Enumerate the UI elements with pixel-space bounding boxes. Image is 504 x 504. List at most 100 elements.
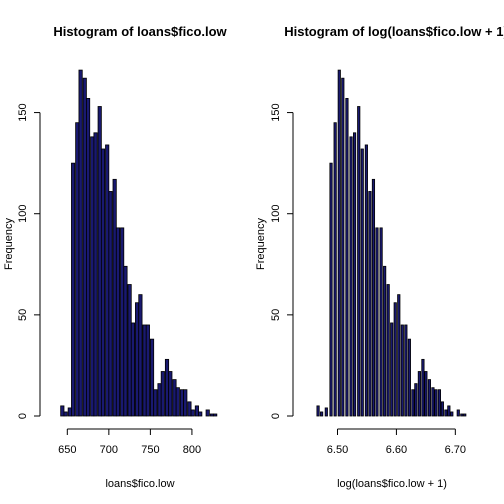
histogram-bar — [108, 191, 113, 417]
histogram-bar — [411, 389, 415, 417]
chart-title: Histogram of loans$fico.low — [53, 24, 227, 39]
histogram-bar — [86, 98, 91, 417]
bar-group — [60, 69, 218, 417]
histogram-bar — [149, 338, 155, 417]
histogram-bar — [444, 409, 448, 417]
histogram-bar — [333, 122, 337, 417]
histogram-bar — [130, 322, 135, 417]
histogram-bar — [450, 411, 454, 417]
histogram-bar — [213, 413, 218, 417]
histogram-bar — [431, 387, 435, 417]
histogram-bar — [120, 227, 125, 417]
histogram-panel-fico-low: Histogram of loans$fico.low loans$fico.l… — [3, 24, 228, 490]
histogram-bar — [400, 324, 404, 417]
histogram-bar — [115, 227, 121, 417]
histogram-bar — [397, 294, 401, 417]
histogram-bar — [153, 389, 158, 417]
histogram-bar — [375, 227, 379, 417]
histogram-bar — [127, 284, 132, 417]
histogram-bar — [414, 383, 418, 417]
x-tick-label: 6.60 — [386, 444, 407, 456]
x-axis: 650 700 750 800 — [58, 428, 201, 456]
histogram-bar — [353, 132, 357, 417]
x-tick-label: 800 — [183, 444, 201, 456]
y-tick-label: 0 — [17, 413, 29, 419]
histogram-bar — [105, 144, 110, 417]
y-axis: 0 50 100 150 — [270, 103, 294, 419]
histogram-bar — [187, 401, 192, 417]
histogram-bar — [123, 265, 128, 417]
x-axis-label: log(loans$fico.low + 1) — [337, 478, 447, 490]
y-tick-label: 150 — [270, 103, 282, 121]
y-tick-label: 150 — [17, 103, 29, 121]
histogram-bar — [407, 338, 411, 417]
histogram-bar — [357, 106, 361, 417]
histogram-bar — [63, 411, 68, 417]
histogram-bar — [349, 136, 353, 417]
histogram-bar — [320, 411, 324, 417]
x-tick-label: 6.50 — [327, 444, 348, 456]
histogram-bar — [417, 371, 421, 417]
histogram-bar — [168, 371, 173, 417]
histogram-bar — [427, 379, 431, 417]
histogram-bar — [329, 162, 333, 417]
y-axis-label: Frequency — [255, 218, 267, 270]
y-axis-label: Frequency — [3, 218, 15, 270]
histogram-bar — [145, 324, 150, 417]
histogram-bar — [371, 178, 376, 417]
histogram-bar — [157, 383, 162, 417]
histogram-bar — [209, 413, 214, 417]
x-tick-label: 6.70 — [445, 444, 466, 456]
histogram-bar — [447, 405, 451, 417]
histogram-bar — [71, 162, 76, 417]
histogram-bar — [440, 401, 444, 417]
y-tick-label: 50 — [270, 309, 282, 321]
histogram-bar — [198, 411, 203, 417]
histogram-bar — [135, 302, 140, 417]
bar-group — [316, 69, 467, 417]
histogram-bar — [437, 389, 441, 417]
histogram-bar — [383, 265, 387, 417]
histogram-bar — [368, 191, 372, 417]
x-axis: 6.50 6.60 6.70 — [327, 428, 466, 456]
histogram-bar — [364, 144, 368, 417]
histogram-bar — [160, 371, 165, 417]
histogram-bar — [337, 69, 341, 417]
histogram-bar — [456, 409, 460, 417]
histogram-bar — [142, 324, 147, 417]
chart-title: Histogram of log(loans$fico.low + 1) — [284, 24, 504, 39]
histogram-bar — [393, 302, 397, 417]
histogram-bar — [434, 389, 438, 417]
histogram-bar — [460, 413, 464, 417]
histogram-bar — [175, 387, 180, 417]
histogram-bar — [190, 409, 195, 417]
histogram-bar — [183, 389, 188, 417]
histogram-bar — [360, 148, 364, 417]
x-axis-label: loans$fico.low — [105, 478, 174, 490]
y-axis: 0 50 100 150 — [17, 103, 41, 419]
histogram-bar — [379, 227, 383, 417]
histogram-bar — [67, 407, 72, 417]
histogram-bar — [205, 409, 210, 417]
histogram-bar — [172, 379, 177, 417]
histogram-bar — [138, 294, 143, 417]
histogram-bar — [404, 324, 408, 417]
histogram-panel-log-fico-low: Histogram of log(loans$fico.low + 1) log… — [255, 24, 504, 490]
histogram-bar — [164, 358, 170, 417]
y-tick-label: 100 — [270, 205, 282, 223]
histogram-bar — [345, 98, 349, 417]
x-tick-label: 650 — [58, 444, 76, 456]
y-tick-label: 0 — [270, 413, 282, 419]
histogram-bar — [97, 106, 102, 417]
histogram-bar — [421, 358, 425, 417]
histogram-bar — [324, 407, 328, 417]
histogram-bar — [341, 77, 345, 417]
y-tick-label: 100 — [17, 205, 29, 223]
histogram-bar — [100, 148, 106, 417]
y-tick-label: 50 — [17, 309, 29, 321]
histogram-bar — [194, 405, 199, 417]
histogram-bar — [60, 405, 65, 417]
histogram-bar — [93, 132, 98, 417]
histogram-bar — [179, 389, 185, 417]
